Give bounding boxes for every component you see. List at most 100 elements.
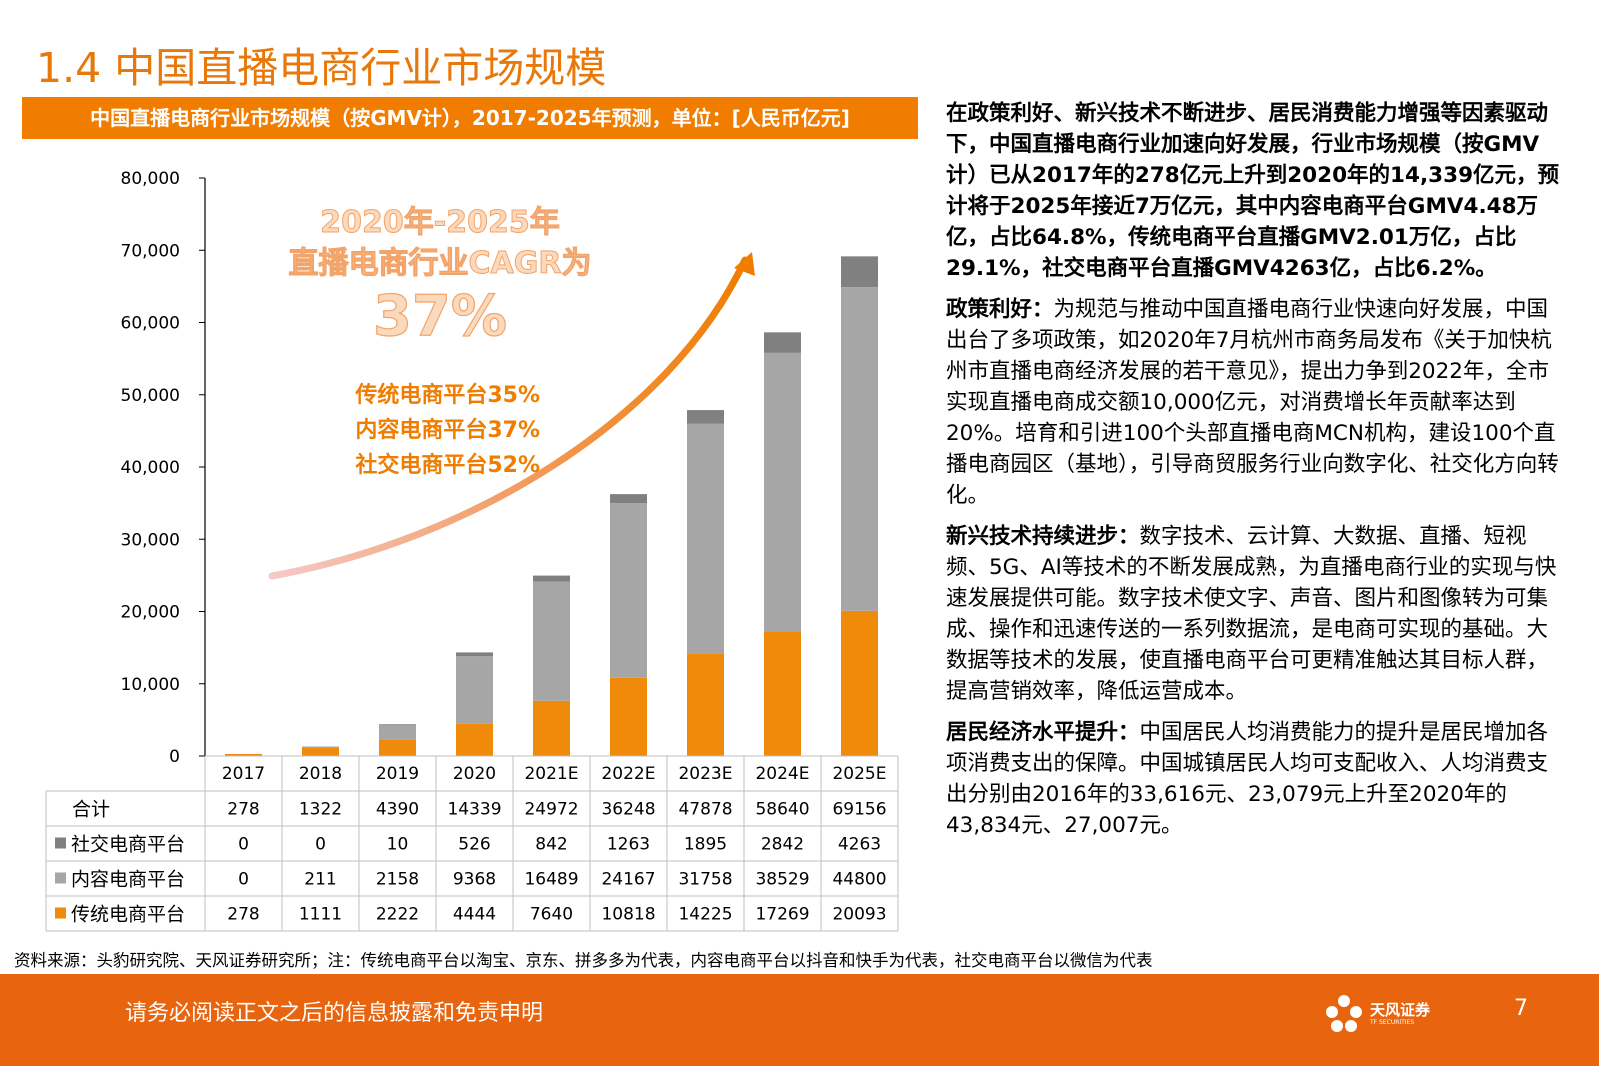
footer-bar: 请务必阅读正文之后的信息披露和免责申明 天风证券 TF SECURITIES 7 <box>0 974 1599 1066</box>
cagr-breakdown-line: 社交电商平台52% <box>355 452 540 478</box>
bar-segment <box>302 747 339 756</box>
growth-arrowhead <box>734 252 755 276</box>
table-cell: 20093 <box>832 905 886 925</box>
legend-swatch <box>55 907 66 919</box>
row-label: 传统电商平台 <box>71 904 185 926</box>
y-tick-label: 10,000 <box>121 675 180 695</box>
logo-name: 天风证券 <box>1370 1001 1431 1019</box>
table-cell: 2222 <box>376 905 419 925</box>
table-cell: 0 <box>238 835 249 855</box>
table-cell: 58640 <box>755 800 809 820</box>
category-label: 2020 <box>453 764 496 784</box>
table-cell: 24972 <box>524 800 578 820</box>
slide-title: 1.4 中国直播电商行业市场规模 <box>36 44 607 92</box>
bar-segment <box>764 352 801 632</box>
y-tick-label: 20,000 <box>121 603 180 623</box>
policy-body: 为规范与推动中国直播电商行业快速向好发展，中国出台了多项政策，如2020年7月杭… <box>946 297 1559 508</box>
table-cell: 211 <box>304 870 336 890</box>
bar-segment <box>456 723 493 756</box>
legend-swatch <box>55 872 66 884</box>
y-tick-label: 70,000 <box>121 241 180 261</box>
flower-logo-icon <box>1326 995 1362 1032</box>
bar-segment <box>456 656 493 724</box>
row-label: 合计 <box>72 799 110 821</box>
tech-heading: 新兴技术持续进步： <box>946 524 1140 549</box>
category-label: 2021E <box>524 764 578 784</box>
lead-paragraph: 在政策利好、新兴技术不断进步、居民消费能力增强等因素驱动下，中国直播电商行业加速… <box>946 101 1560 281</box>
bar-segment <box>687 423 724 654</box>
analysis-text: 在政策利好、新兴技术不断进步、居民消费能力增强等因素驱动下，中国直播电商行业加速… <box>946 98 1564 851</box>
table-cell: 14339 <box>447 800 501 820</box>
bar-segment <box>841 610 878 756</box>
cagr-headline-3: 37% <box>373 284 507 349</box>
table-cell: 16489 <box>524 870 578 890</box>
bar-segment <box>841 256 878 288</box>
table-cell: 278 <box>227 800 259 820</box>
table-cell: 9368 <box>453 870 496 890</box>
cagr-breakdown-line: 传统电商平台35% <box>354 382 540 408</box>
logo-subtitle: TF SECURITIES <box>1370 1019 1415 1026</box>
bar-segment <box>687 653 724 756</box>
y-tick-label: 0 <box>169 747 180 767</box>
table-cell: 0 <box>238 870 249 890</box>
table-cell: 4444 <box>453 905 496 925</box>
table-cell: 842 <box>535 835 567 855</box>
bar-segment <box>610 503 647 678</box>
policy-paragraph: 政策利好：为规范与推动中国直播电商行业快速向好发展，中国出台了多项政策，如202… <box>946 294 1564 511</box>
table-cell: 17269 <box>755 905 809 925</box>
company-logo: 天风证券 TF SECURITIES <box>1322 992 1442 1038</box>
category-label: 2017 <box>222 764 265 784</box>
legend-swatch <box>55 837 66 849</box>
bar-segment <box>456 652 493 657</box>
category-label: 2023E <box>678 764 732 784</box>
table-cell: 2842 <box>761 835 804 855</box>
bar-segment <box>764 332 801 353</box>
page-number: 7 <box>1514 996 1528 1021</box>
y-tick-label: 40,000 <box>121 458 180 478</box>
table-cell: 278 <box>227 905 259 925</box>
table-cell: 14225 <box>678 905 732 925</box>
cagr-breakdown-line: 内容电商平台37% <box>355 417 540 443</box>
stacked-bar-chart: 0 10,000 20,000 30,000 40,000 50,000 60,000 70,… <box>45 169 899 932</box>
category-label: 2022E <box>601 764 655 784</box>
table-cell: 4263 <box>838 835 881 855</box>
table-cell: 69156 <box>832 800 886 820</box>
tech-body: 数字技术、云计算、大数据、直播、短视频、5G、AI等技术的不断发展成熟，为直播电… <box>946 524 1557 704</box>
growth-arrow <box>268 256 749 580</box>
table-cell: 526 <box>458 835 490 855</box>
disclaimer-text: 请务必阅读正文之后的信息披露和免责申明 <box>125 1001 544 1026</box>
bar-segment <box>302 746 339 748</box>
economy-paragraph: 居民经济水平提升：中国居民人均消费能力的提升是居民增加各项消费支出的保障。中国城… <box>946 717 1564 841</box>
table-cell: 0 <box>315 835 326 855</box>
y-tick-label: 60,000 <box>121 314 180 334</box>
table-cell: 47878 <box>678 800 732 820</box>
category-label: 2024E <box>755 764 809 784</box>
bar-segment <box>610 494 647 504</box>
table-cell: 7640 <box>530 905 573 925</box>
bar-segment <box>610 677 647 756</box>
cagr-headline-2: 直播电商行业CAGR为 <box>289 246 592 281</box>
table-cell: 4390 <box>376 800 419 820</box>
tech-paragraph: 新兴技术持续进步：数字技术、云计算、大数据、直播、短视频、5G、AI等技术的不断… <box>946 521 1564 707</box>
table-cell: 36248 <box>601 800 655 820</box>
table-cell: 10818 <box>601 905 655 925</box>
y-tick-label: 30,000 <box>121 530 180 550</box>
bar-segment <box>533 575 570 582</box>
table-cell: 31758 <box>678 870 732 890</box>
table-cell: 10 <box>387 835 409 855</box>
policy-heading: 政策利好： <box>946 297 1054 322</box>
bar-segment <box>764 631 801 756</box>
table-cell: 1263 <box>607 835 650 855</box>
bar-segment <box>379 724 416 740</box>
bar-segment <box>225 753 262 756</box>
cagr-headline-1: 2020年-2025年 <box>320 205 559 240</box>
economy-body: 中国居民人均消费能力的提升是居民增加各项消费支出的保障。中国城镇居民人均可支配收… <box>946 720 1549 838</box>
bar-segment <box>533 581 570 701</box>
bar-segment <box>687 410 724 424</box>
row-label: 内容电商平台 <box>71 869 185 891</box>
table-cell: 2158 <box>376 870 419 890</box>
category-label: 2019 <box>376 764 419 784</box>
category-label: 2018 <box>299 764 342 784</box>
table-cell: 1895 <box>684 835 727 855</box>
bar-segment <box>533 700 570 756</box>
